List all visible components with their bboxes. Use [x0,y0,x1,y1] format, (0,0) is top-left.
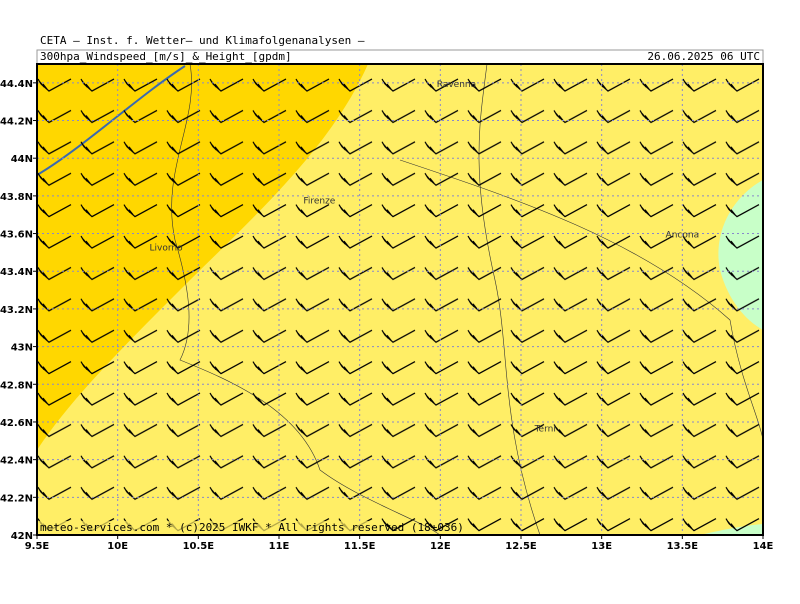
footer: meteo-services.com * (c)2025 IWKF * All … [40,521,464,534]
y-tick-label: 43.4N [0,267,33,278]
product-name: 300hpa_Windspeed_[m/s]_&_Height_[gpdm] [40,50,292,63]
cities: Ravenna Firenze Livorno Ancona Terni [150,80,700,435]
x-tick-label: 12.5E [505,541,537,552]
x-tick-label: 11.5E [344,541,376,552]
map-area: Ravenna Firenze Livorno Ancona Terni meteo-s… [37,64,763,535]
header-title: CETA — Inst. f. Wetter— und Klimafolgena… [40,34,365,47]
wind-barbs [37,64,763,535]
y-tick-label: 44.2N [0,117,33,128]
x-tick-label: 14E [753,541,774,552]
footer-bg [37,521,375,534]
city-label: Ravenna [437,80,476,90]
x-tick-label: 13E [591,541,612,552]
y-tick-label: 42.8N [0,380,33,391]
map-frame [36,63,764,536]
city-label: Ancona [666,231,700,241]
y-tick-label: 42.2N [0,493,33,504]
city-label: Firenze [303,197,335,207]
valid-time: 26.06.2025 06 UTC [647,50,760,63]
city-label: Livorno [150,244,184,254]
x-tick-label: 10E [107,541,128,552]
y-tick-label: 42.6N [0,418,33,429]
x-tick-label: 11E [269,541,290,552]
grid [37,64,763,535]
x-tick-label: 13.5E [667,541,699,552]
y-tick-label: 43.2N [0,305,33,316]
y-tick-label: 43.6N [0,230,33,241]
y-tick-label: 44.4N [0,79,33,90]
x-tick-label: 9.5E [25,541,50,552]
axes: 9.5E 10E 10.5E 11E 11.5E 12E 12.5E 13E 13.5E 14E 4… [0,79,774,552]
y-tick-label: 44N [11,154,33,165]
x-tick-label: 12E [430,541,451,552]
y-tick-label: 42N [11,531,33,542]
y-tick-label: 43N [11,343,33,354]
city-label: Terni [534,425,556,435]
y-tick-label: 43.8N [0,192,33,203]
y-tick-label: 42.4N [0,456,33,467]
x-tick-label: 10.5E [183,541,215,552]
